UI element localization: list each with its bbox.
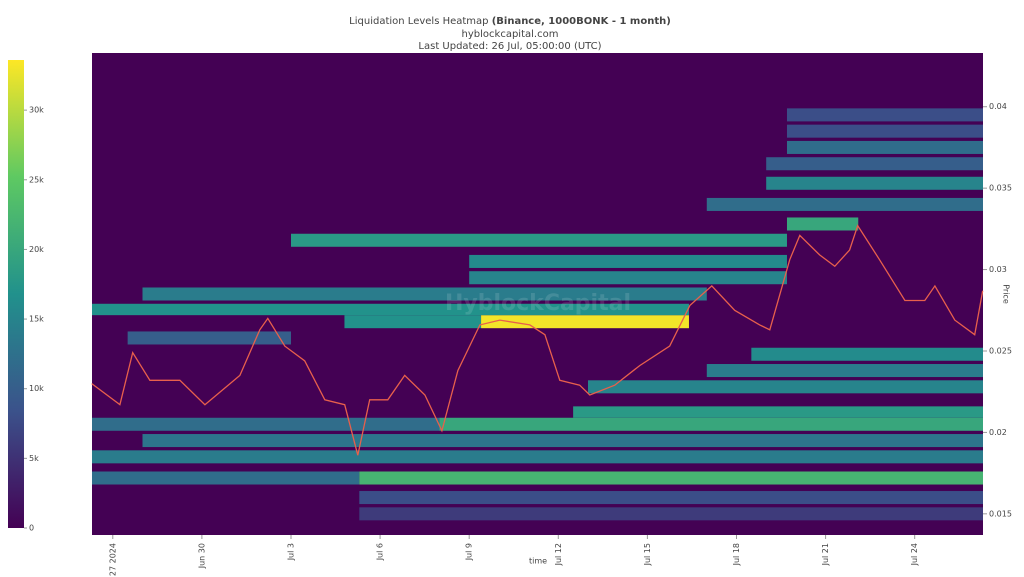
- heatmap-cell: [359, 507, 983, 521]
- y-tick-label: 0.02: [989, 428, 1007, 437]
- y-tick-label: 0.015: [989, 509, 1012, 518]
- heatmap-cell: [439, 417, 983, 431]
- chart-title: Liquidation Levels Heatmap (Binance, 100…: [349, 16, 671, 27]
- y-tick-label: 0.035: [989, 184, 1012, 193]
- x-tick-label: Jul 12: [554, 543, 563, 566]
- heatmap-cell: [766, 157, 983, 171]
- heatmap-cell: [706, 197, 983, 211]
- colorbar-tick-label: 0: [29, 524, 34, 533]
- heatmap-cell: [142, 434, 984, 448]
- x-tick-label: Jul 24: [910, 543, 919, 566]
- plot-area: [91, 53, 984, 535]
- x-tick-label: Jul 3: [286, 543, 295, 561]
- y-tick-label: 0.04: [989, 102, 1007, 111]
- heatmap-cell: [786, 140, 983, 154]
- x-tick-label: Jun 27 2024: [108, 543, 117, 577]
- heatmap-cell: [359, 471, 983, 485]
- x-tick-label: Jul 6: [376, 543, 385, 561]
- heatmap-cell: [786, 217, 859, 231]
- heatmap-cell: [786, 124, 983, 138]
- heatmap-cell: [587, 380, 983, 394]
- heatmap-cell: [92, 471, 360, 485]
- heatmap-cell: [290, 233, 787, 247]
- colorbar-tick-label: 10k: [29, 384, 44, 393]
- colorbar-tick-label: 30k: [29, 106, 44, 115]
- heatmap-cell: [359, 491, 983, 505]
- x-tick-label: Jul 18: [732, 543, 741, 566]
- y-tick-label: 0.025: [989, 346, 1012, 355]
- heatmap-cell: [92, 417, 440, 431]
- subtitle: hyblockcapital.com: [462, 29, 559, 40]
- colorbar-tick-label: 15k: [29, 315, 44, 324]
- y-axis-label: Price: [1002, 284, 1011, 304]
- colorbar-tick-label: 25k: [29, 175, 44, 184]
- price-line: [91, 224, 984, 456]
- title-text: Liquidation Levels Heatmap: [349, 16, 492, 27]
- updated: Last Updated: 26 Jul, 05:00:00 (UTC): [418, 41, 601, 52]
- heatmap-cell: [127, 331, 291, 345]
- x-axis-label: time: [529, 557, 547, 566]
- heatmap-cell: [142, 287, 707, 301]
- heatmap-cell: [786, 108, 983, 122]
- watermark: HyblockCapital: [445, 291, 631, 316]
- heatmap-cell: [751, 347, 983, 361]
- x-tick-label: Jul 9: [465, 543, 474, 561]
- x-tick-label: Jun 30: [197, 543, 206, 569]
- x-tick-label: Jul 15: [643, 543, 652, 566]
- heatmap-cell: [469, 254, 787, 268]
- heatmap-cell: [92, 303, 689, 316]
- y-tick-label: 0.03: [989, 265, 1007, 274]
- heatmap-cell: [481, 315, 689, 329]
- x-tick-label: Jul 21: [821, 543, 830, 566]
- heatmap-cell: [706, 364, 983, 378]
- heatmap-cell: [92, 450, 983, 464]
- heatmap-cell: [344, 315, 482, 329]
- heatmap-cell: [573, 406, 983, 418]
- title-bold: (Binance, 1000BONK - 1 month): [492, 16, 671, 27]
- heatmap-cell: [766, 176, 983, 190]
- colorbar-tick-label: 5k: [29, 454, 39, 463]
- colorbar-tick-label: 20k: [29, 245, 44, 254]
- heatmap-cell: [469, 271, 787, 285]
- colorbar: [8, 60, 24, 528]
